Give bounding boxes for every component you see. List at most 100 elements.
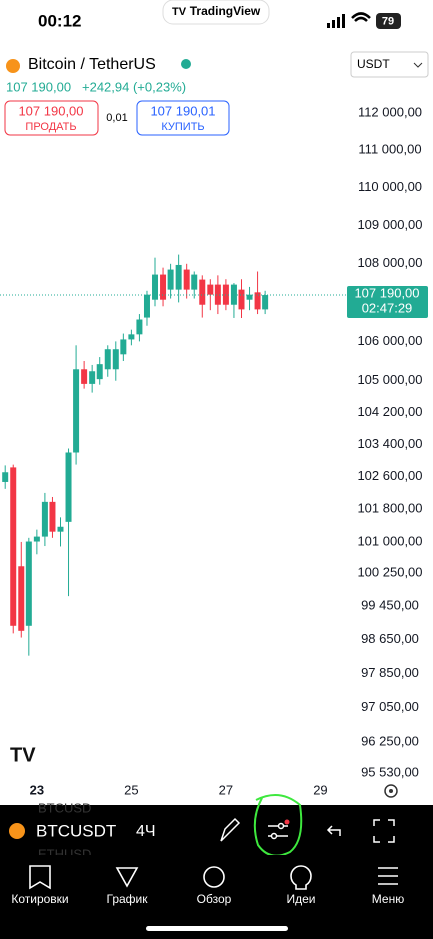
market-open-dot <box>181 59 191 69</box>
y-tick-label: 101 800,00 <box>357 501 422 516</box>
signal-icon <box>327 14 345 28</box>
draw-tool[interactable] <box>220 817 241 842</box>
candle-body <box>152 274 159 300</box>
y-tick-label: 105 000,00 <box>357 372 422 387</box>
y-tick-label: 96 250,00 <box>361 733 419 748</box>
candle-body <box>49 501 56 532</box>
app-name: TradingView <box>190 4 261 18</box>
candle-body <box>104 349 111 370</box>
status-time: 00:12 <box>38 11 81 30</box>
candle-body <box>25 541 32 626</box>
y-tick-label: 111 000,00 <box>358 142 421 157</box>
candle-body <box>262 295 269 310</box>
toolbar-symbol[interactable]: BTCUSDT <box>36 821 116 840</box>
candle-body <box>183 269 190 290</box>
y-tick-label: 103 400,00 <box>357 436 422 451</box>
nav-label[interactable]: Меню <box>372 892 404 906</box>
candle-body <box>112 349 119 370</box>
candle-body <box>199 279 206 305</box>
y-tick-label: 108 000,00 <box>357 255 422 270</box>
candle-body <box>136 319 143 335</box>
candle-body <box>73 369 80 453</box>
y-tick-label: 112 000,00 <box>358 104 422 119</box>
candle-body <box>254 292 261 310</box>
candle-body <box>230 284 237 305</box>
candle-body <box>81 369 88 384</box>
candle-body <box>167 269 174 290</box>
candle-body <box>41 501 48 537</box>
wifi-icon <box>351 12 371 22</box>
candle-body <box>246 294 253 300</box>
candle-body <box>128 334 135 340</box>
y-tick-label: 109 000,00 <box>357 217 422 232</box>
candle-body <box>2 472 9 482</box>
bottom-nav <box>0 855 433 939</box>
candle-body <box>65 452 72 522</box>
y-tick-label: 98 650,00 <box>361 631 419 646</box>
y-tick-label: 97 050,00 <box>361 699 419 714</box>
nav-icon <box>290 865 312 890</box>
candle-body <box>57 526 64 532</box>
candle-body <box>10 467 17 626</box>
fullscreen[interactable] <box>373 819 395 843</box>
battery-level: 79 <box>382 15 394 27</box>
battery <box>376 13 401 29</box>
x-tick-label: 29 <box>313 782 327 797</box>
undo[interactable] <box>326 825 341 836</box>
toolbar <box>0 805 433 855</box>
nav-icon <box>203 866 225 888</box>
candle-body <box>18 566 25 631</box>
y-tick-label: 104 200,00 <box>357 404 422 419</box>
candle-body <box>96 364 103 380</box>
y-tick-label: 95 530,00 <box>361 764 419 779</box>
candle-body <box>207 284 214 295</box>
y-tick-label: 97 850,00 <box>361 665 419 680</box>
watermark: TV <box>10 744 36 766</box>
app-pill <box>162 0 270 25</box>
chevron <box>413 62 423 68</box>
x-tick-label: 23 <box>30 782 44 797</box>
annotation-circle <box>253 794 303 857</box>
last-price-box <box>347 286 428 319</box>
y-tick-label: 102 600,00 <box>357 468 422 483</box>
candle-body <box>33 536 40 542</box>
nav-label[interactable]: Котировки <box>11 892 68 906</box>
nav-icon <box>115 867 139 888</box>
home-indicator <box>146 926 288 931</box>
buy-button[interactable] <box>136 100 230 136</box>
settings-button[interactable] <box>384 784 398 798</box>
candle-body <box>120 339 127 355</box>
candle-body <box>191 274 198 290</box>
y-tick-label: 106 000,00 <box>357 333 422 348</box>
toolbar-interval[interactable]: 4Ч <box>136 823 156 840</box>
watch-item: BTCUSD <box>38 800 91 815</box>
btc-icon <box>9 823 25 839</box>
currency-select[interactable] <box>350 51 429 78</box>
x-tick-label: 27 <box>219 782 233 797</box>
spread: 0,01 <box>106 112 127 124</box>
nav-label[interactable]: График <box>107 892 149 906</box>
btc-icon <box>6 59 20 73</box>
indicators-button[interactable] <box>268 819 290 840</box>
nav-label[interactable]: Обзор <box>197 892 232 906</box>
last-price-time: 02:47:29 <box>362 300 413 315</box>
nav-label[interactable]: Идеи <box>286 892 315 906</box>
candle-body <box>160 274 167 300</box>
header-price: 107 190,00 <box>6 79 71 94</box>
candle-body <box>214 284 221 305</box>
y-tick-label: 99 450,00 <box>361 598 419 613</box>
y-tick-label: 100 250,00 <box>357 564 422 579</box>
candle-body <box>89 371 96 384</box>
y-tick-label: 101 000,00 <box>357 533 422 548</box>
nav-icon <box>378 867 398 885</box>
y-tick-label: 110 000,00 <box>358 179 422 194</box>
tv-logo: TV <box>172 6 187 18</box>
sell-button[interactable] <box>4 100 99 136</box>
sell-price: 107 190,00 <box>18 103 83 118</box>
header-change: +242,94 (+0,23%) <box>82 79 186 94</box>
last-price-label: 107 190,00 <box>354 285 419 300</box>
nav-icon <box>29 865 51 890</box>
sell-label: ПРОДАТЬ <box>25 121 76 133</box>
buy-price: 107 190,01 <box>150 103 215 118</box>
